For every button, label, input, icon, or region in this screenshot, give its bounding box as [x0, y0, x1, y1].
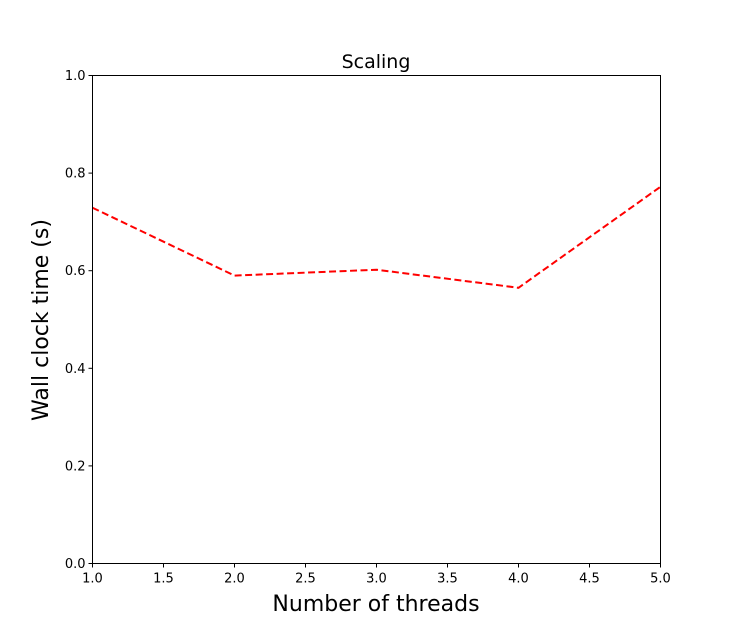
x-tick-label: 1.0 — [82, 572, 103, 587]
y-axis-label: Wall clock time (s) — [29, 219, 54, 421]
x-axis-label: Number of threads — [272, 592, 479, 617]
plot-area-frame — [92, 75, 661, 564]
x-tick-label: 2.5 — [295, 572, 316, 587]
y-tick-label: 0.8 — [65, 167, 86, 182]
x-tick-label: 2.0 — [224, 572, 245, 587]
x-tick-label: 1.5 — [153, 572, 174, 587]
x-tick-label: 3.0 — [366, 572, 387, 587]
x-tick-label: 4.5 — [579, 572, 600, 587]
series-line — [92, 185, 662, 289]
x-tick-label: 5.0 — [650, 572, 671, 587]
x-axis-ticks: 1.0 1.5 2.0 2.5 3.0 3.5 4.0 4.5 5.0 — [82, 563, 671, 587]
y-tick-label: 0.2 — [65, 459, 86, 474]
y-tick-label: 0.4 — [65, 362, 86, 377]
y-axis-ticks: 0.0 0.2 0.4 0.6 0.8 1.0 — [65, 69, 93, 572]
x-tick-label: 4.0 — [508, 572, 529, 587]
y-tick-label: 1.0 — [65, 69, 86, 84]
chart-title: Scaling — [342, 51, 411, 73]
x-tick-label: 3.5 — [437, 572, 458, 587]
y-tick-label: 0.6 — [65, 264, 86, 279]
series-layer — [92, 185, 662, 289]
y-tick-label: 0.0 — [65, 557, 86, 572]
